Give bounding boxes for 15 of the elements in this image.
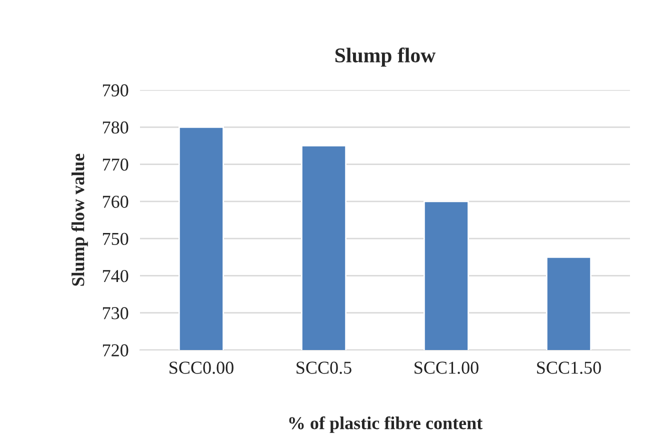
- y-tick-label: 790: [102, 84, 128, 96]
- y-tick-label: 780: [102, 121, 128, 134]
- y-tick-label: 760: [102, 196, 128, 208]
- x-tick-label: SCC0.00: [170, 362, 234, 374]
- y-tick-label: 730: [102, 307, 128, 320]
- y-tick-label: 750: [102, 232, 128, 246]
- x-tick-label: SCC0.5: [296, 362, 352, 374]
- x-tick-label: SCC1.50: [537, 362, 601, 374]
- y-tick-label: 720: [102, 344, 128, 356]
- x-tick-label: SCC1.00: [414, 362, 478, 374]
- y-tick-label: 740: [102, 270, 128, 282]
- x-axis-title: % of plastic fibre content: [289, 416, 483, 433]
- chart-title: Slump flow: [335, 48, 436, 67]
- y-tick-label: 770: [102, 158, 128, 171]
- y-axis-title: Slump flow value: [71, 154, 88, 286]
